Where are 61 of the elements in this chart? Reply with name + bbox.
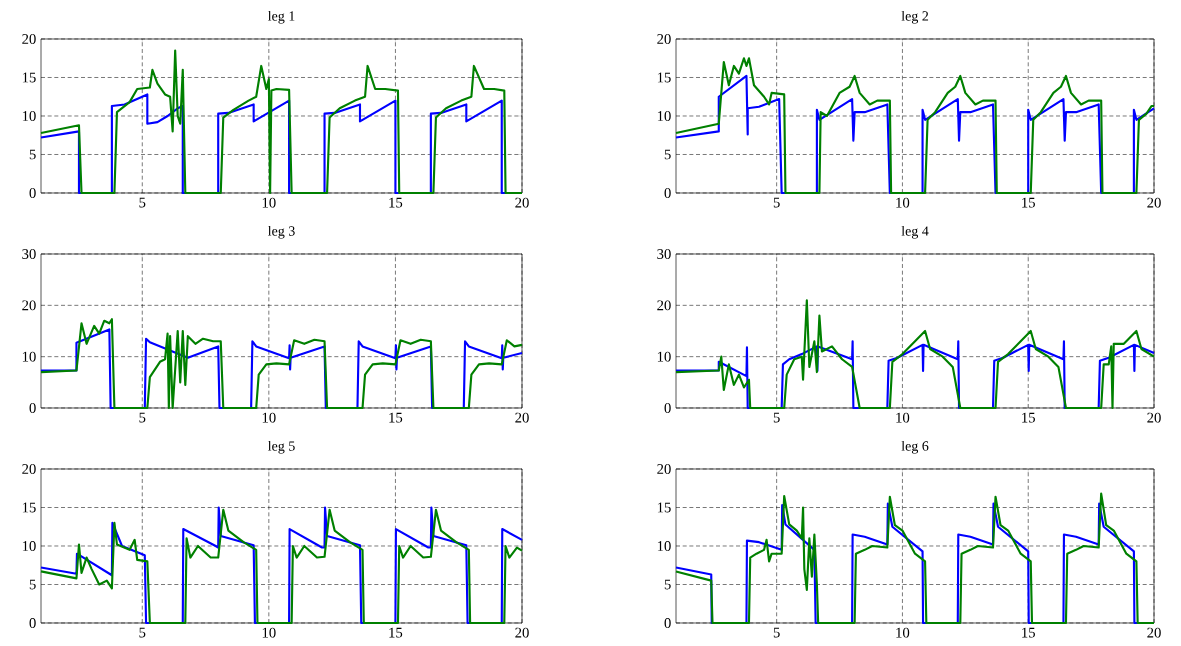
y-tick-label: 10 [22,541,36,551]
x-tick-label: 20 [515,412,529,423]
x-tick-label: 5 [773,197,780,208]
x-tick-label: 10 [896,197,910,208]
chart-title: leg 2 [901,10,929,24]
y-tick-label: 15 [657,502,671,513]
chart-title: leg 3 [267,225,295,239]
y-tick-label: 15 [657,72,671,83]
x-tick-label: 20 [1147,627,1161,638]
y-tick-label: 5 [664,149,671,160]
y-tick-label: 0 [29,188,36,198]
x-tick-label: 10 [262,412,276,423]
y-tick-label: 0 [664,403,671,413]
y-tick-label: 10 [22,351,36,362]
y-tick-label: 5 [29,579,36,590]
x-tick-label: 10 [262,197,276,208]
y-tick-label: 20 [657,300,671,311]
y-tick-label: 10 [657,541,671,551]
x-tick-label: 10 [896,412,910,423]
x-tick-label: 15 [389,412,403,423]
x-tick-label: 5 [139,197,146,208]
line-series [674,340,1156,410]
x-tick-label: 20 [515,627,529,638]
x-tick-label: 20 [515,197,529,208]
y-tick-label: 0 [664,188,671,198]
y-tick-label: 30 [22,249,36,259]
chart-title: leg 5 [267,440,295,454]
x-tick-label: 15 [389,627,403,638]
chart-title: leg 1 [267,10,295,24]
y-tick-label: 0 [29,403,36,413]
chart-title: leg 4 [901,225,929,239]
x-tick-label: 15 [1022,627,1035,638]
y-tick-label: 20 [657,34,671,44]
x-tick-label: 5 [139,627,146,638]
x-tick-label: 20 [1147,412,1161,423]
y-tick-label: 30 [657,249,671,259]
y-tick-label: 15 [22,72,36,83]
x-tick-label: 5 [139,412,146,423]
x-tick-label: 5 [773,412,780,423]
y-tick-label: 5 [29,149,36,160]
y-tick-label: 5 [664,579,671,590]
y-tick-label: 10 [22,111,36,121]
x-tick-label: 20 [1147,197,1161,208]
y-tick-label: 10 [657,351,671,362]
y-tick-label: 20 [22,300,36,311]
x-tick-label: 10 [262,627,276,638]
y-tick-label: 20 [22,34,36,44]
y-tick-label: 10 [657,111,671,121]
x-tick-label: 15 [389,197,403,208]
line-series [39,49,524,195]
y-tick-label: 20 [22,464,36,474]
x-tick-label: 10 [896,627,910,638]
line-series [674,299,1156,410]
y-tick-label: 0 [664,618,671,628]
chart-title: leg 6 [901,440,929,454]
y-tick-label: 20 [657,464,671,474]
x-tick-label: 15 [1022,197,1035,208]
y-tick-label: 15 [22,502,36,513]
y-tick-label: 0 [29,618,36,628]
x-tick-label: 5 [773,627,780,638]
x-tick-label: 15 [1022,412,1035,423]
